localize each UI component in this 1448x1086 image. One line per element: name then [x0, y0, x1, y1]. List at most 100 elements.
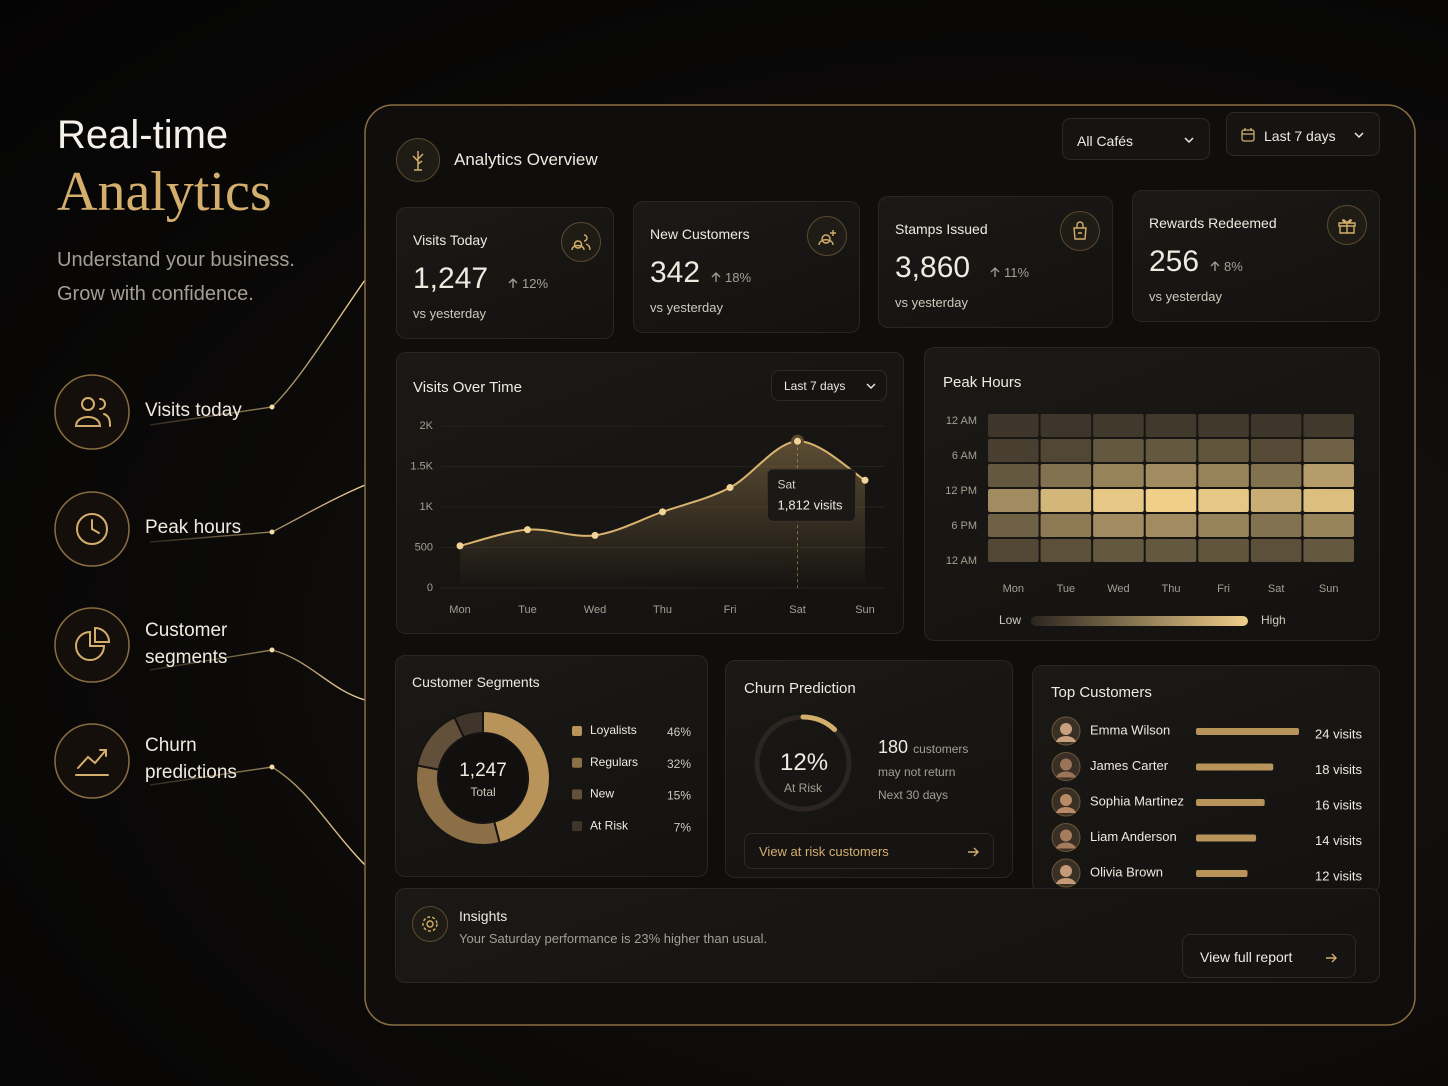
date-filter[interactable]: Last 7 days: [1226, 112, 1380, 156]
dropdown-label: Last 7 days: [784, 379, 846, 393]
kpi-value: 3,860: [895, 251, 971, 284]
value-label: 15%: [667, 789, 691, 803]
kpi-card: Visits Today 1,247 12% vs yesterday: [396, 207, 614, 339]
kpi-note: vs yesterday: [413, 306, 486, 321]
legend-label: New: [590, 787, 614, 801]
avatar-body: [1056, 771, 1076, 778]
legend-label: Loyalists: [590, 723, 637, 737]
up-arrow: [508, 278, 518, 288]
dashboard-title: Analytics Overview: [454, 150, 598, 169]
glyph: [91, 519, 100, 534]
customer-name: Liam Anderson: [1090, 829, 1177, 844]
arrow: [968, 847, 979, 857]
tooltip-label: Sat: [778, 477, 797, 491]
point: [591, 531, 599, 539]
bar: [1196, 834, 1257, 842]
at-risk-button[interactable]: View at risk customers: [744, 833, 994, 869]
value-label: 12 visits: [1315, 868, 1362, 883]
donut-chart: 1,247 Total Loyalists 46% Regulars 32% New 15% A…: [415, 709, 691, 846]
connector: [149, 279, 366, 426]
change-value: 12%: [522, 276, 549, 291]
y-tick-label: 12 AM: [946, 555, 977, 567]
kpi-label: New Customers: [650, 226, 750, 242]
bar: [1196, 799, 1265, 806]
point: [456, 542, 464, 550]
card-title: Churn Prediction: [744, 680, 856, 697]
card-title: Customer Segments: [412, 674, 540, 690]
bar: [1196, 763, 1274, 771]
kpi-card: Rewards Redeemed 256 8% vs yesterday: [1132, 190, 1380, 322]
avatar-body: [1056, 842, 1076, 849]
heat-cell: [1093, 539, 1144, 562]
donut-segment: [482, 709, 551, 845]
heat-cell: [1250, 489, 1302, 512]
arrow-path: [711, 272, 721, 282]
gauge: [754, 714, 852, 812]
arrow-path: [990, 267, 1000, 277]
dot: [269, 764, 275, 770]
heat-cell: [1250, 539, 1302, 562]
glyph: [75, 626, 111, 661]
legend-high: High: [1261, 613, 1286, 627]
customer-name: Sophia Martinez: [1090, 793, 1184, 808]
cafe-filter[interactable]: All Cafés: [1062, 118, 1210, 160]
x-tick-label: Sat: [789, 604, 806, 616]
avatar-face: [1060, 865, 1072, 877]
glyph: [76, 513, 108, 545]
calendar-icon: [1241, 128, 1255, 142]
connector-dots: [269, 404, 275, 770]
x-tick-label: Mon: [1003, 583, 1024, 595]
kpi-glyph: [818, 230, 836, 246]
kpi-change: 18%: [711, 270, 751, 285]
heat-cell: [1093, 489, 1144, 512]
feature-icons: [54, 374, 130, 799]
connectors: [149, 279, 366, 866]
legend-low: Low: [999, 613, 1021, 627]
heat-cell: [1145, 439, 1197, 462]
connector: [149, 484, 366, 543]
value-label: 24 visits: [1315, 726, 1362, 741]
y-tick-label: 6 AM: [952, 450, 977, 462]
avatar-face: [1060, 794, 1072, 806]
heat-cell: [1198, 439, 1249, 462]
y-tick-label: 0: [427, 582, 433, 594]
value-label: 16 visits: [1315, 797, 1362, 812]
kpi-card: New Customers 342 18% vs yesterday: [633, 201, 860, 333]
feature-icon: [54, 374, 130, 450]
bar: [1196, 870, 1248, 877]
kpi-label: Visits Today: [413, 232, 488, 248]
tooltip-text: 1,812 visits: [778, 498, 844, 513]
value-label: 32%: [667, 757, 691, 771]
card-title: Visits Over Time: [413, 379, 522, 396]
count: 180: [878, 737, 909, 757]
dot: [269, 404, 275, 410]
x-tick-label: Sat: [1268, 583, 1285, 595]
insight-title: Insights: [459, 908, 508, 924]
legend-swatch: [572, 726, 582, 736]
customers-card: Top Customers Emma Wilson 24 visits James …: [1032, 665, 1380, 893]
heat-cell: [1250, 464, 1302, 487]
kpi-label: Stamps Issued: [895, 221, 988, 237]
kpi-icon: [561, 222, 601, 262]
kpi-value: 256: [1149, 245, 1200, 278]
value-label: 18 visits: [1315, 762, 1362, 777]
kpi-icon: [1327, 205, 1367, 245]
feature-label: Churn predictions: [145, 735, 237, 783]
x-tick-label: Wed: [1107, 583, 1129, 595]
report-button[interactable]: View full report: [1182, 934, 1356, 978]
point: [726, 484, 734, 492]
range-dropdown[interactable]: Last 7 days: [771, 370, 887, 401]
legend-swatch: [572, 789, 582, 800]
kpi-change: 11%: [990, 265, 1029, 280]
connector: [149, 766, 366, 866]
glyph: [75, 749, 109, 776]
heat-cell: [988, 489, 1039, 512]
chevron: [1184, 137, 1194, 144]
heat-cell: [1303, 514, 1354, 537]
arrow-path: [1210, 261, 1220, 271]
glyph: [74, 416, 102, 427]
insight-icon: [412, 906, 448, 942]
arrow-path: [508, 278, 518, 288]
avatar-body: [1056, 736, 1076, 742]
